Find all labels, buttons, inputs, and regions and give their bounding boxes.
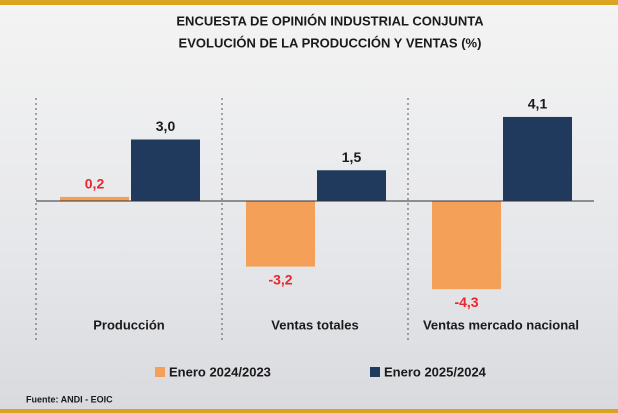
legend-label: Enero 2024/2023 (169, 364, 271, 379)
x-tick-label: Ventas mercado nacional (423, 317, 579, 332)
chart-title: ENCUESTA DE OPINIÓN INDUSTRIAL CONJUNTA (176, 13, 484, 28)
bar (503, 116, 572, 201)
legend-label: Enero 2025/2024 (384, 364, 487, 379)
legend-swatch (370, 367, 380, 377)
bar (317, 170, 386, 201)
bottom-strip (0, 409, 618, 413)
x-tick-label: Producción (93, 317, 165, 332)
chart-subtitle: EVOLUCIÓN DE LA PRODUCCIÓN Y VENTAS (%) (179, 35, 482, 50)
data-label: -3,2 (268, 271, 292, 287)
data-label: 1,5 (342, 149, 362, 165)
bar (60, 196, 129, 201)
top-strip (0, 0, 618, 5)
data-label: 0,2 (85, 176, 105, 192)
source: Fuente: ANDI - EOIC (26, 394, 113, 404)
x-tick-label: Ventas totales (271, 317, 358, 332)
legend-swatch (155, 367, 165, 377)
data-label: 3,0 (156, 118, 176, 134)
bar (432, 201, 501, 290)
data-label: -4,3 (454, 294, 478, 310)
data-label: 4,1 (528, 96, 548, 112)
bar (246, 201, 315, 267)
bar (131, 139, 200, 201)
